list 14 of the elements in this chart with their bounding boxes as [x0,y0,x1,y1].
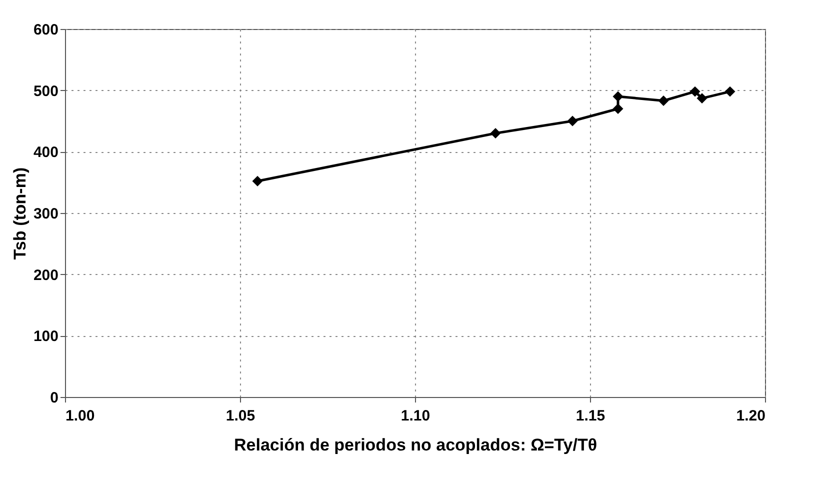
x-tick-label: 1.15 [576,408,606,424]
x-tick-label: 1.10 [400,408,430,424]
y-tick-label: 500 [33,82,58,100]
y-tick-label: 600 [33,22,58,38]
y-tick-label: 400 [33,144,58,162]
y-tick-label: 100 [33,328,58,346]
x-tick-label: 1.20 [736,408,766,424]
y-tick-label: 0 [50,390,58,406]
y-tick-label: 300 [33,206,58,222]
y-axis-title: Tsb (ton-m) [10,167,30,260]
x-tick-label: 1.00 [66,408,95,424]
y-tick-label: 200 [33,266,58,284]
x-axis-title: Relación de periodos no acoplados: Ω=Ty/Tθ [234,436,598,454]
x-tick-label: 1.05 [226,408,256,424]
